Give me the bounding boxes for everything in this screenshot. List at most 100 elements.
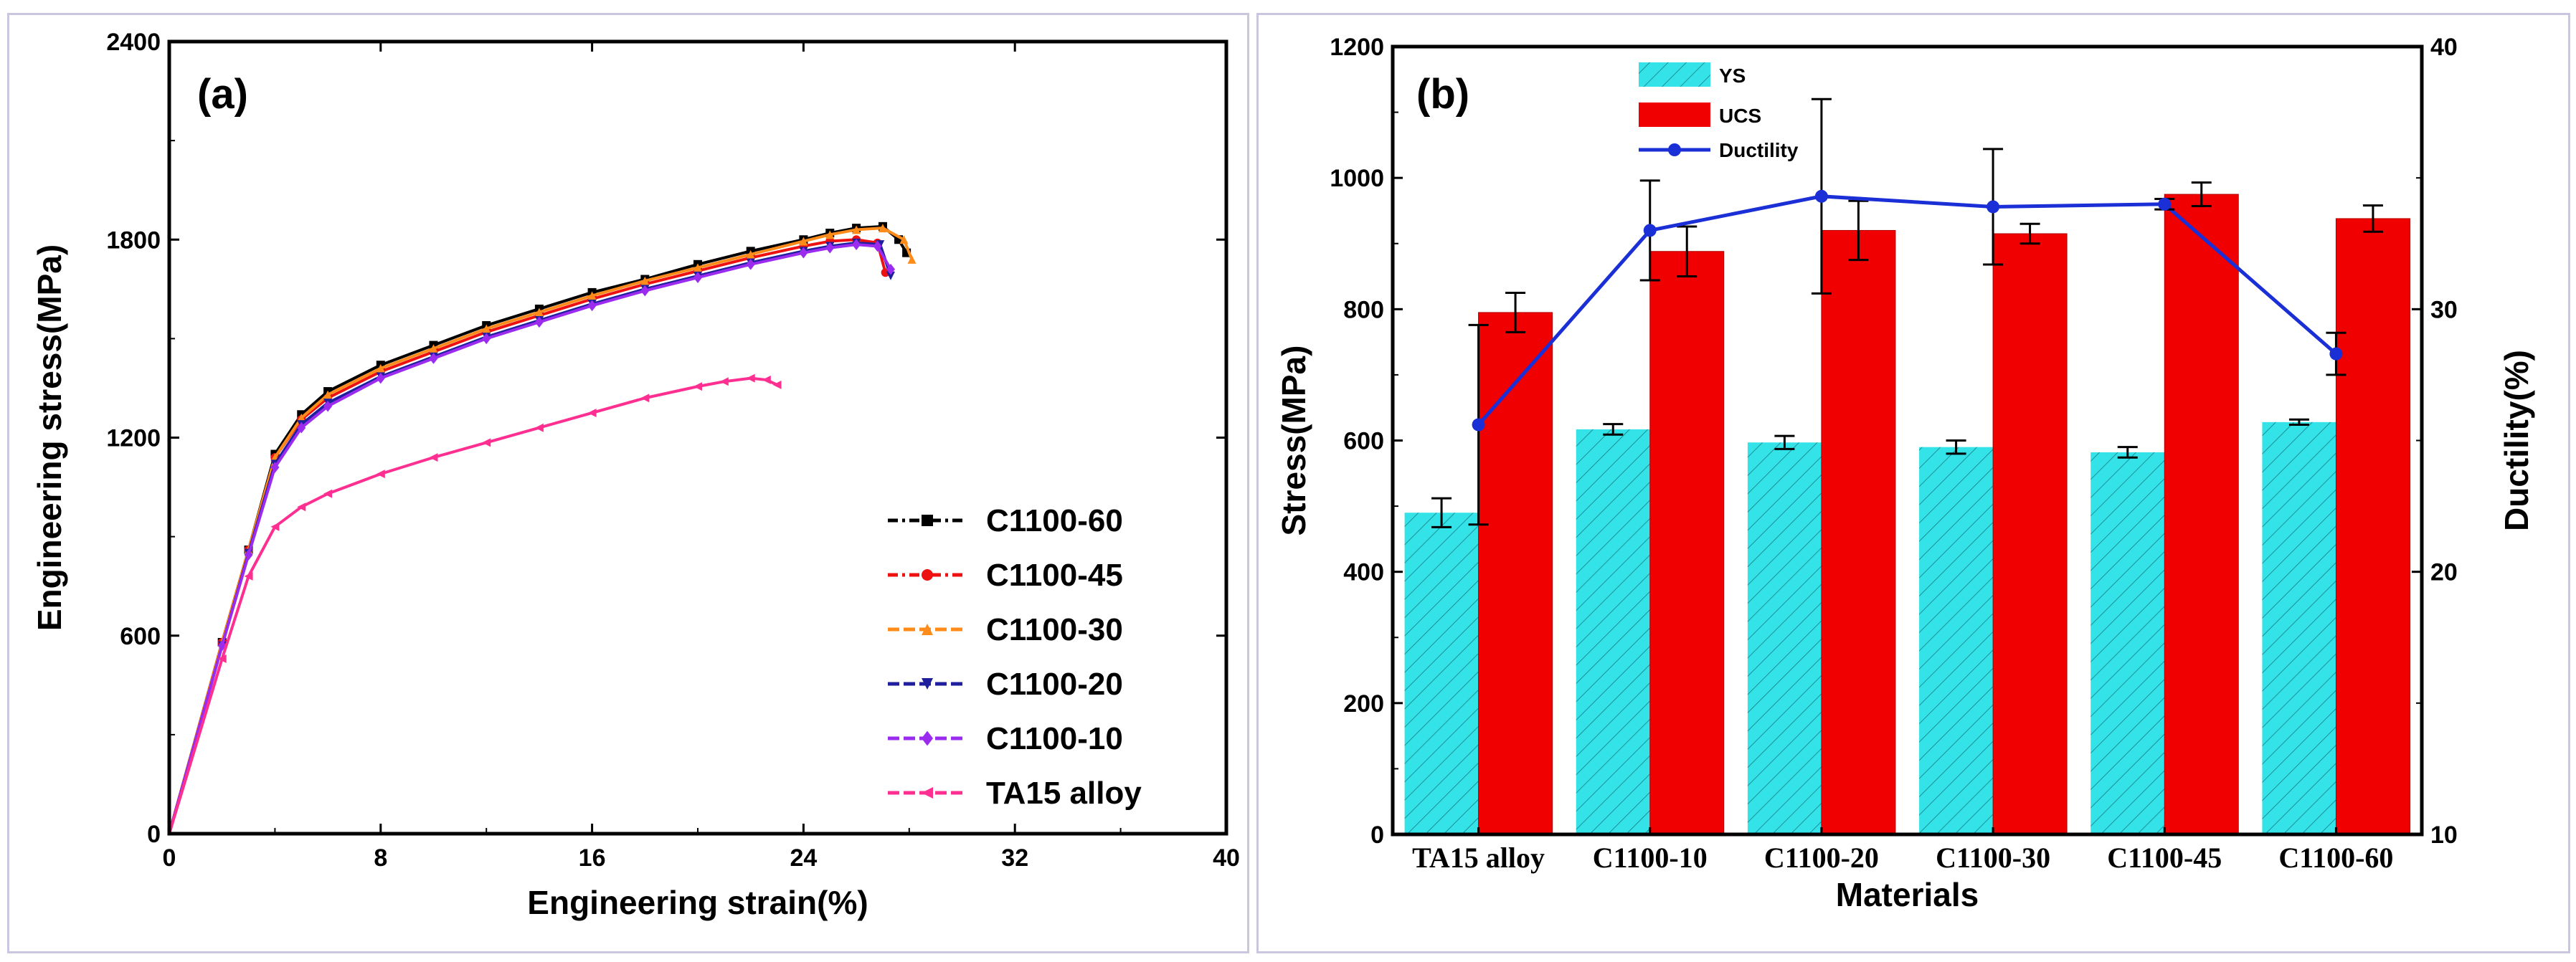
y-tick-label: 1800 xyxy=(106,227,161,254)
bar-ys-c1100-45 xyxy=(2090,452,2165,834)
data-point-ta15-alloy xyxy=(217,654,227,663)
panel-label: (b) xyxy=(1416,71,1469,118)
data-point-c1100-10 xyxy=(270,462,280,473)
y2-tick-label: 20 xyxy=(2430,559,2458,586)
series-line-c1100-20 xyxy=(168,241,892,834)
data-point-c1100-30 xyxy=(693,263,702,272)
ductility-line xyxy=(1477,194,2338,427)
data-point-ta15-alloy xyxy=(719,377,729,386)
series-line-c1100-30 xyxy=(168,227,914,834)
data-point-ta15-alloy xyxy=(244,571,253,581)
legend: C1100-60 C1100-45 C1100-30 C1100-20 C1100-10… xyxy=(888,503,1142,811)
data-point-c1100-10 xyxy=(799,247,808,259)
data-point-ta15-alloy xyxy=(640,394,650,403)
data-point-ta15-alloy xyxy=(746,373,755,383)
data-point-ta15-alloy xyxy=(376,470,385,479)
y-tick-label: 600 xyxy=(1343,428,1384,455)
panel-b: 0 200 400 600 800 1000 1200 10 20 30 40 TA15 alloy C… xyxy=(1256,13,2570,953)
data-point-ta15-alloy xyxy=(270,522,280,531)
legend-marker-c1100-20 xyxy=(922,678,933,690)
series-c1100-30 xyxy=(168,224,917,834)
y-axis-label: Engineering stress(MPa) xyxy=(31,244,68,631)
category-label-c1100-60: C1100-60 xyxy=(2278,842,2393,874)
legend-label-ductility: Ductility xyxy=(1719,139,1799,161)
legend-label-ucs: UCS xyxy=(1719,105,1761,127)
y-tick-label: 1200 xyxy=(106,425,161,452)
data-point-c1100-30 xyxy=(878,224,887,233)
y-tick-label: 0 xyxy=(147,821,161,848)
bar-ucs-c1100-60 xyxy=(2335,218,2410,835)
series-ductility xyxy=(1468,97,2347,526)
legend-marker-ductility xyxy=(1668,143,1681,156)
bar-ucs-ta15-alloy xyxy=(1478,312,1553,835)
data-point-ta15-alloy xyxy=(762,375,771,384)
y-tick-label: 0 xyxy=(1370,821,1384,849)
data-point-c1100-30 xyxy=(376,363,385,373)
data-point-c1100-10 xyxy=(825,242,835,254)
data-point-c1100-30 xyxy=(297,413,306,422)
bar-ucs-c1100-30 xyxy=(1992,233,2068,835)
bar-ucs-c1100-45 xyxy=(2164,194,2239,835)
bar-ucs-c1100-20 xyxy=(1821,229,1896,835)
data-point-c1100-10 xyxy=(534,316,544,328)
plot-frame xyxy=(167,39,1228,836)
data-point-c1100-30 xyxy=(640,276,650,285)
data-point-c1100-20 xyxy=(886,271,896,280)
legend: YS UCS Ductility xyxy=(1639,62,1799,161)
y2-tick-label: 40 xyxy=(2430,34,2458,61)
bar-ys-c1100-30 xyxy=(1919,447,1994,834)
data-point-ta15-alloy xyxy=(534,423,544,432)
panel-a: 0 8 16 24 32 40 0 600 1200 1800 2400 (a) Engineering… xyxy=(7,13,1249,953)
data-point-c1100-10 xyxy=(482,333,491,345)
y-tick-label: 1200 xyxy=(1330,34,1384,61)
series-line-c1100-60 xyxy=(168,224,908,834)
data-point-c1100-10 xyxy=(640,285,650,297)
ductility-point-c1100-45 xyxy=(2158,197,2172,211)
x-tick-label: 40 xyxy=(1213,844,1240,872)
legend-label-c1100-10: C1100-10 xyxy=(986,721,1123,756)
data-point-c1100-10 xyxy=(886,263,896,275)
ductility-point-c1100-10 xyxy=(1643,224,1657,237)
data-point-c1100-30 xyxy=(852,225,861,234)
data-point-c1100-30 xyxy=(746,249,755,259)
data-point-c1100-30 xyxy=(323,390,333,399)
category-label-c1100-10: C1100-10 xyxy=(1593,842,1708,874)
legend-label-ta15-alloy: TA15 alloy xyxy=(986,776,1142,811)
legend-label-c1100-20: C1100-20 xyxy=(986,667,1123,702)
bar-ys-c1100-20 xyxy=(1747,442,1822,834)
properties-bar-chart: 0 200 400 600 800 1000 1200 10 20 30 40 TA15 alloy C… xyxy=(1275,34,2535,913)
x-tick-label: 24 xyxy=(790,844,817,872)
data-point-ta15-alloy xyxy=(693,382,702,391)
legend-swatch-ucs xyxy=(1639,103,1710,127)
bar-ucs-c1100-10 xyxy=(1649,251,1725,835)
series-ta15-alloy xyxy=(168,373,782,834)
data-point-c1100-30 xyxy=(587,291,597,300)
x-axis-label: Engineering strain(%) xyxy=(527,884,868,921)
series-c1100-10 xyxy=(168,239,896,834)
series-line-ta15-alloy xyxy=(168,376,778,834)
ductility-point-c1100-30 xyxy=(1987,200,2000,214)
data-point-ta15-alloy xyxy=(297,503,306,512)
x-axis-label: Materials xyxy=(1836,876,1979,913)
y2-tick-label: 30 xyxy=(2430,296,2458,323)
data-point-c1100-10 xyxy=(852,239,861,250)
x-tick-label: 32 xyxy=(1001,844,1028,872)
y-tick-label: 600 xyxy=(120,623,161,650)
plot-frame xyxy=(1391,44,2424,837)
y-tick-label: 2400 xyxy=(106,29,161,56)
data-point-c1100-30 xyxy=(429,344,438,353)
data-point-c1100-10 xyxy=(873,240,882,252)
category-label-ta15-alloy: TA15 alloy xyxy=(1412,842,1545,874)
data-point-c1100-10 xyxy=(587,300,597,312)
data-point-c1100-10 xyxy=(746,258,755,270)
series-line-c1100-10 xyxy=(168,243,892,834)
series-c1100-20 xyxy=(168,238,896,834)
bar-ys-c1100-10 xyxy=(1576,429,1650,834)
y2-axis-label: Ductility(%) xyxy=(2498,350,2535,531)
data-point-c1100-30 xyxy=(799,237,808,246)
data-point-ta15-alloy xyxy=(587,408,597,417)
data-point-ta15-alloy xyxy=(429,453,438,462)
panel-label: (a) xyxy=(197,71,248,118)
category-label-c1100-20: C1100-20 xyxy=(1764,842,1879,874)
y2-tick-label: 10 xyxy=(2430,821,2458,849)
